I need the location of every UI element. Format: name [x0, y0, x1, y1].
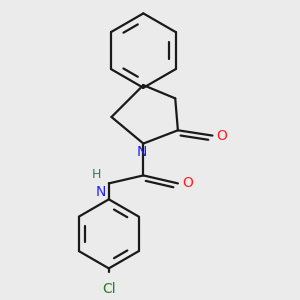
Text: O: O — [182, 176, 193, 190]
Text: Cl: Cl — [102, 282, 116, 296]
Text: O: O — [216, 129, 227, 142]
Text: H: H — [92, 168, 101, 181]
Text: N: N — [137, 145, 147, 159]
Text: N: N — [96, 185, 106, 199]
